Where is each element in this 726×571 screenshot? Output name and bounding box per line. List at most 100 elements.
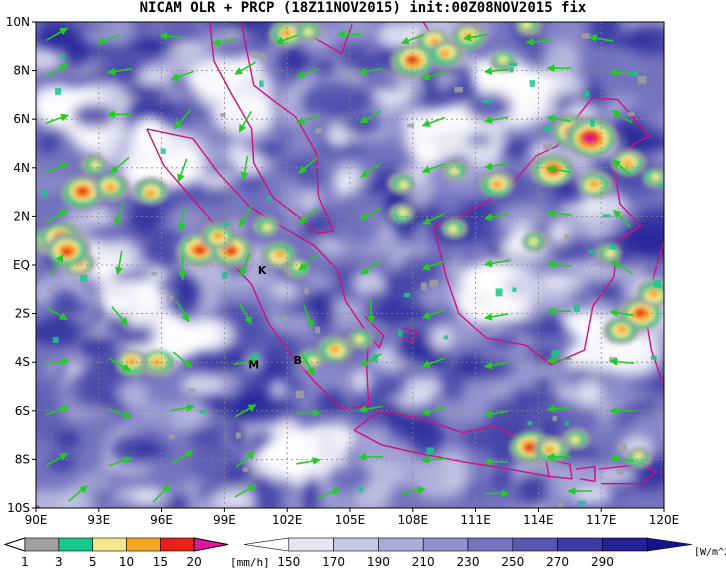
precip-cell — [622, 160, 633, 169]
olr-fleck — [316, 390, 346, 416]
olr-patch — [124, 94, 172, 123]
plot-title: NICAM OLR + PRCP (18Z11NOV2015) init:00Z… — [139, 0, 587, 16]
olr-fleck — [434, 255, 456, 269]
precip-speck — [187, 388, 196, 393]
precip-speck — [588, 249, 595, 254]
precip-legend-swatch — [92, 537, 127, 552]
wind-arrow — [421, 162, 446, 174]
precip-speck — [590, 119, 595, 127]
wind-arrow — [421, 308, 446, 320]
wind-arrow — [234, 404, 257, 418]
olr-patch — [282, 188, 305, 232]
wind-arrow — [46, 209, 69, 224]
wind-arrow — [44, 357, 70, 366]
lat-tick-label: 8S — [15, 452, 30, 466]
precip-cell — [521, 22, 532, 29]
olr-fleck — [333, 162, 365, 191]
olr-fleck — [151, 230, 184, 244]
lat-tick-label: 6S — [15, 404, 30, 418]
wind-arrow — [422, 213, 445, 225]
olr-fleck — [83, 128, 103, 141]
wind-vectors — [44, 27, 635, 503]
precip-speck — [658, 184, 664, 188]
olr-clear-areas — [36, 22, 664, 508]
wind-arrow — [483, 67, 509, 76]
olr-legend-level: 270 — [546, 555, 569, 569]
precip-speck — [527, 421, 533, 426]
wind-arrow — [359, 110, 382, 124]
olr-fleck — [88, 209, 108, 220]
precip-cell — [90, 161, 101, 170]
olr-patch — [313, 141, 370, 155]
precip-speck — [199, 409, 208, 414]
precip-cell — [406, 55, 418, 64]
olr-fleck — [589, 22, 621, 37]
wind-arrow — [546, 356, 572, 365]
precip-speck — [252, 225, 260, 229]
precip-legend: 1 3 5 10 15 20 [mm/h] — [3, 537, 270, 569]
wind-arrow — [45, 405, 69, 416]
wind-arrow — [50, 253, 64, 276]
coastline — [599, 463, 657, 485]
wind-arrow — [462, 33, 488, 42]
lat-tick-label: 4S — [15, 355, 30, 369]
olr-patch — [457, 352, 483, 377]
olr-legend-swatch — [288, 537, 334, 552]
precip-speck — [151, 271, 158, 276]
olr-fleck — [431, 327, 453, 351]
olr-patch — [525, 402, 602, 433]
precip-cell — [261, 223, 273, 232]
olr-fleck — [225, 459, 256, 486]
olr-fleck — [487, 334, 522, 350]
precip-speck — [509, 62, 518, 67]
precip-speck — [407, 123, 415, 128]
olr-legend-swatch — [512, 537, 558, 552]
coastline — [209, 22, 335, 235]
wind-arrow — [152, 484, 171, 503]
coastline — [433, 96, 651, 366]
wind-arrow — [612, 159, 632, 177]
wind-arrow — [107, 67, 132, 76]
wind-arrow — [240, 155, 249, 181]
olr-fleck — [136, 68, 171, 82]
olr-fleck — [466, 133, 494, 146]
precip-speck — [650, 355, 657, 360]
lat-tick-label: 4N — [13, 161, 30, 175]
olr-fleck — [270, 278, 302, 301]
precip-speck — [637, 76, 647, 84]
wind-arrow — [46, 452, 69, 467]
olr-fleck — [499, 276, 539, 301]
lon-tick-label: 108E — [398, 513, 429, 527]
olr-fleck — [624, 223, 664, 252]
precip-speck — [223, 221, 229, 226]
precip-cell — [650, 173, 661, 182]
olr-fleck — [351, 268, 388, 298]
wind-arrow — [238, 302, 253, 325]
precip-legend-swatch — [24, 537, 60, 552]
olr-legend-swatch — [378, 537, 424, 552]
olr-patch — [126, 22, 152, 36]
precip-speck — [42, 189, 48, 197]
olr-fleck — [383, 398, 403, 423]
wind-arrow — [174, 109, 191, 130]
precip-speck — [403, 292, 411, 298]
precip-cell — [648, 289, 659, 298]
olr-legend-swatch — [467, 537, 514, 552]
wind-arrow — [483, 361, 509, 370]
lon-tick-label: 93E — [87, 513, 110, 527]
wind-arrow — [611, 110, 633, 124]
lat-tick-label: 2S — [15, 307, 30, 321]
olr-legend-high-end — [646, 537, 693, 552]
olr-patch — [192, 103, 213, 123]
lon-tick-label: 96E — [150, 513, 173, 527]
precip-cell — [448, 225, 459, 234]
precip-speck — [551, 350, 560, 357]
precip-speck — [166, 296, 174, 301]
lat-tick-label: EQ — [13, 258, 30, 272]
olr-patch — [621, 23, 664, 57]
wind-arrow — [46, 27, 69, 41]
precip-cell — [544, 445, 556, 454]
wind-arrow — [483, 162, 509, 171]
lon-tick-label: 105E — [335, 513, 366, 527]
precip-legend-swatch — [58, 537, 93, 552]
